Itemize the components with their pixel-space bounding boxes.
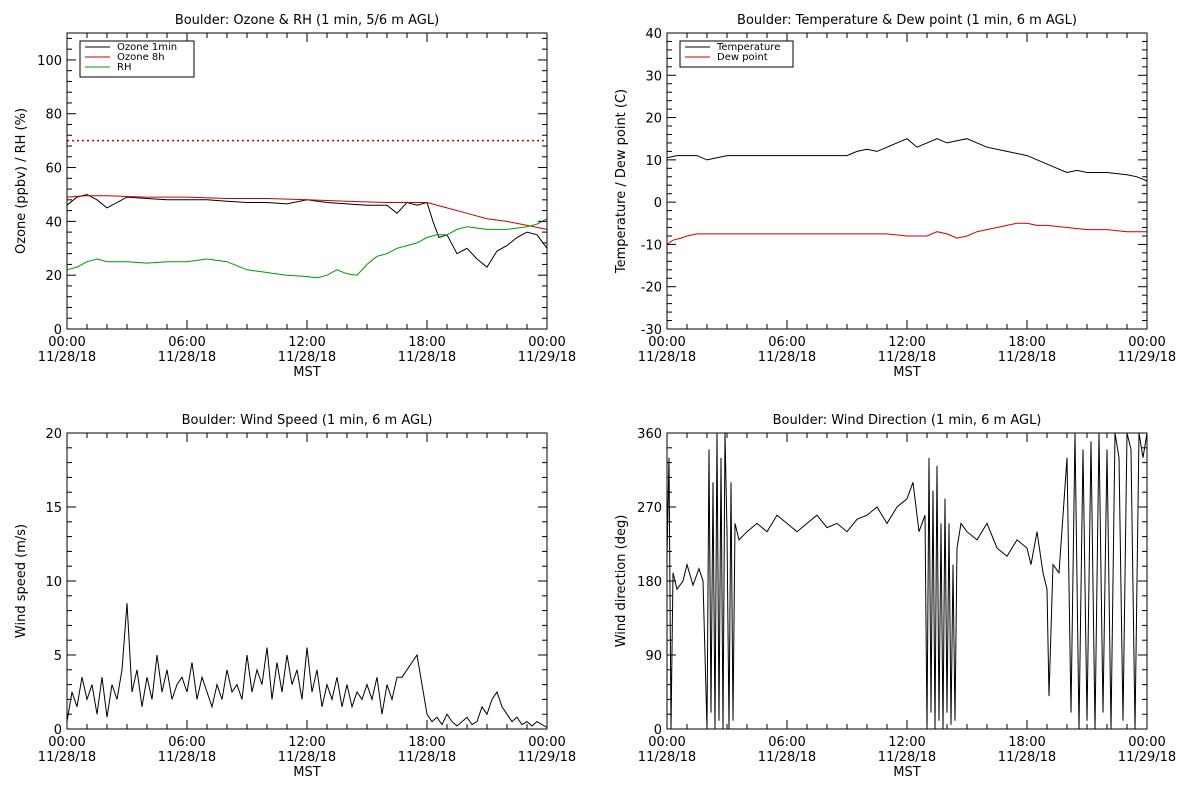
x-tick-date-label: 11/28/18 [638,350,696,365]
y-tick-label: 60 [45,162,62,177]
x-tick-time-label: 00:00 [1128,735,1165,750]
legend-box [679,40,794,68]
y-tick-label: 10 [45,575,62,590]
x-tick-time-label: 00:00 [48,335,85,350]
y-tick-label: 180 [637,575,662,590]
y-tick-label: 270 [637,501,662,516]
x-axis-label: MST [893,365,920,380]
y-tick-label: 20 [45,427,62,442]
x-tick-time-label: 00:00 [528,735,565,750]
series-line-0 [666,432,1148,730]
x-tick-date-label: 11/28/18 [38,750,96,765]
x-axis-label: MST [293,765,320,780]
y-tick-label: 90 [645,649,662,664]
series-line-dew-point [666,222,1147,245]
x-tick-date-label: 11/28/18 [878,750,936,765]
y-tick-label: 30 [645,69,662,84]
y-tick-label: -30 [641,323,662,338]
x-tick-date-label: 11/29/18 [518,750,576,765]
y-tick-label: 20 [645,112,662,127]
x-tick-date-label: 11/28/18 [878,350,936,365]
x-tick-date-label: 11/28/18 [278,750,336,765]
x-tick-time-label: 00:00 [48,735,85,750]
x-tick-time-label: 06:00 [168,335,205,350]
y-tick-label: 15 [45,501,62,516]
x-tick-time-label: 06:00 [168,735,205,750]
y-tick-label: 0 [54,723,62,738]
x-tick-date-label: 11/28/18 [758,350,816,365]
x-tick-date-label: 11/29/18 [1118,350,1176,365]
x-tick-time-label: 18:00 [408,735,445,750]
y-tick-label: 100 [37,54,62,69]
y-tick-label: -10 [641,238,662,253]
y-tick-label: 0 [654,723,662,738]
x-tick-time-label: 12:00 [288,735,325,750]
series-line-rh [66,218,548,279]
legend-label: Dew point [717,52,768,63]
x-tick-date-label: 11/28/18 [278,350,336,365]
chart-title: Boulder: Temperature & Dew point (1 min,… [737,13,1077,28]
x-tick-time-label: 12:00 [888,735,925,750]
chart-title: Boulder: Wind Speed (1 min, 6 m AGL) [182,413,433,428]
x-tick-time-label: 06:00 [768,735,805,750]
x-tick-time-label: 06:00 [768,335,805,350]
legend-label: Ozone 8h [117,52,165,63]
x-tick-date-label: 11/28/18 [998,350,1056,365]
ozone-rh-panel: Boulder: Ozone & RH (1 min, 5/6 m AGL) 0 2… [14,13,576,380]
chart-title: Boulder: Wind Direction (1 min, 6 m AGL) [773,413,1042,428]
y-tick-label: 5 [54,649,62,664]
plot-frame [666,432,1148,730]
x-axis-label: MST [893,765,920,780]
y-axis-label: Wind direction (deg) [614,515,629,648]
x-tick-date-label: 11/28/18 [158,350,216,365]
x-tick-time-label: 12:00 [888,335,925,350]
y-axis-label: Ozone (ppbv) / RH (%) [14,108,29,254]
series-line-ozone-1min [66,193,548,268]
x-tick-date-label: 11/28/18 [998,750,1056,765]
x-tick-time-label: 18:00 [1008,735,1045,750]
y-tick-label: 360 [637,427,662,442]
y-tick-label: 20 [45,269,62,284]
x-tick-time-label: 00:00 [648,335,685,350]
x-tick-date-label: 11/28/18 [398,750,456,765]
y-axis-label: Temperature / Dew point (C) [614,89,629,274]
x-tick-time-label: 00:00 [648,735,685,750]
series-line-ozone-8h [66,195,548,230]
x-tick-date-label: 11/29/18 [518,350,576,365]
x-axis-label: MST [293,365,320,380]
wind-speed-panel: Boulder: Wind Speed (1 min, 6 m AGL) 0 5 10… [14,413,576,780]
chart-title: Boulder: Ozone & RH (1 min, 5/6 m AGL) [175,13,439,28]
y-axis-label: Wind speed (m/s) [14,524,29,638]
x-tick-date-label: 11/28/18 [158,750,216,765]
x-tick-time-label: 00:00 [1128,335,1165,350]
y-tick-label: 0 [654,196,662,211]
y-tick-label: 40 [45,215,62,230]
temperature-dewpoint-panel: Boulder: Temperature & Dew point (1 min,… [614,13,1176,380]
x-tick-date-label: 11/29/18 [1118,750,1176,765]
x-tick-date-label: 11/28/18 [38,350,96,365]
series-line-0 [66,603,548,728]
y-tick-label: 80 [45,108,62,123]
x-tick-time-label: 00:00 [528,335,565,350]
legend-label: Temperature [716,42,780,53]
y-tick-label: -20 [641,281,662,296]
y-tick-label: 0 [54,323,62,338]
legend-label: Ozone 1min [117,42,177,53]
x-tick-time-label: 18:00 [1008,335,1045,350]
x-tick-time-label: 18:00 [408,335,445,350]
y-tick-label: 40 [645,27,662,42]
wind-direction-panel: Boulder: Wind Direction (1 min, 6 m AGL)… [614,413,1176,780]
x-tick-date-label: 11/28/18 [638,750,696,765]
series-line-temperature [666,138,1148,182]
plot-frame [666,32,1148,330]
legend-label: RH [117,62,131,73]
x-tick-time-label: 12:00 [288,335,325,350]
x-tick-date-label: 11/28/18 [758,750,816,765]
y-tick-label: 10 [645,154,662,169]
x-tick-date-label: 11/28/18 [398,350,456,365]
